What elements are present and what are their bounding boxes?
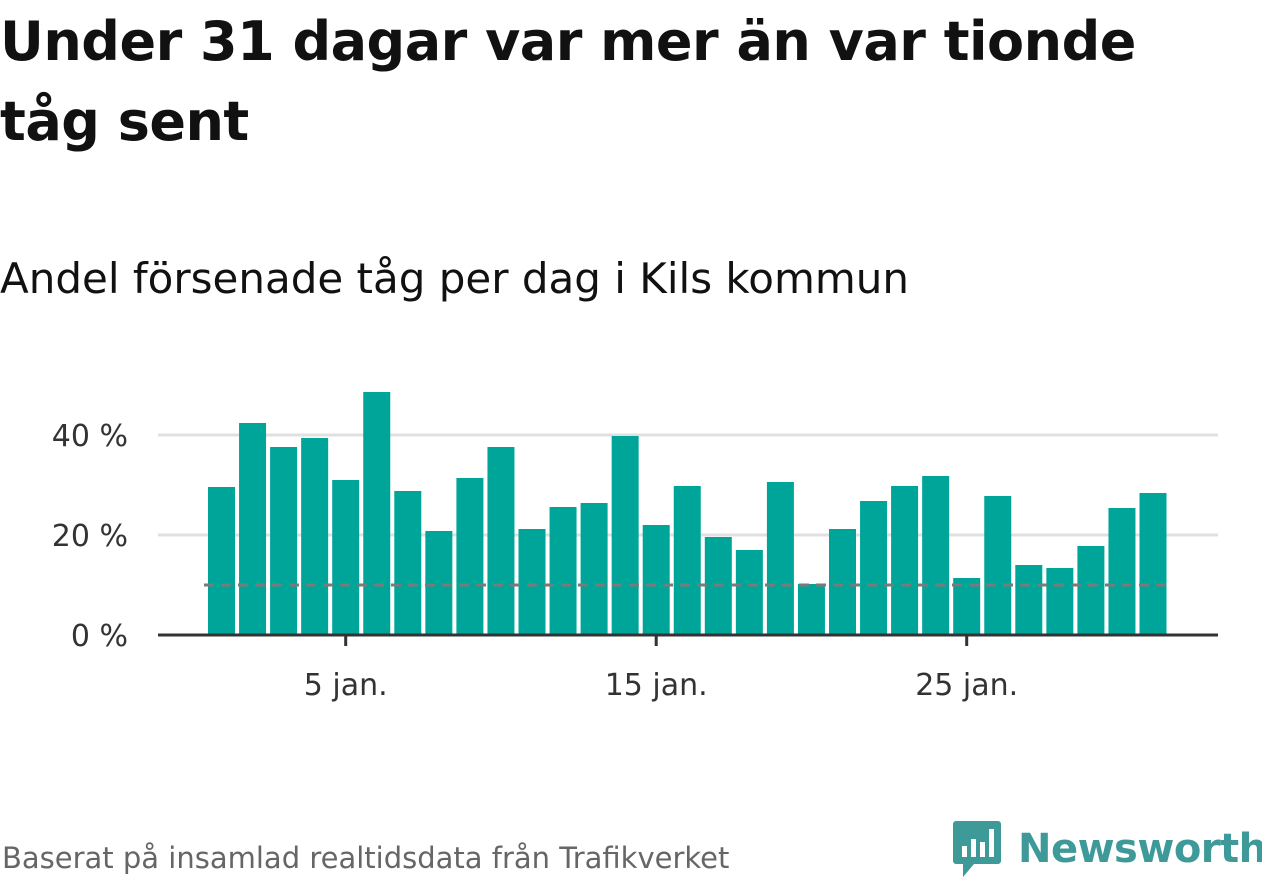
bar bbox=[984, 496, 1012, 635]
bar bbox=[642, 525, 670, 635]
bar bbox=[673, 486, 701, 635]
chart-subtitle: Andel försenade tåg per dag i Kils kommu… bbox=[0, 254, 910, 303]
bar bbox=[239, 423, 267, 635]
bar bbox=[860, 501, 888, 635]
y-tick-label: 40 % bbox=[52, 419, 128, 454]
bar bbox=[1046, 568, 1074, 635]
brand-name: Newsworthy bbox=[1018, 826, 1262, 872]
bar bbox=[363, 392, 391, 635]
bar bbox=[829, 529, 856, 635]
bar bbox=[270, 447, 298, 635]
bar bbox=[1139, 493, 1167, 635]
bar bbox=[549, 507, 577, 635]
x-tick-label: 5 jan. bbox=[304, 668, 388, 703]
bar bbox=[1015, 565, 1043, 635]
bar bbox=[922, 476, 950, 635]
bar bbox=[425, 531, 453, 635]
newsworthy-logo-icon bbox=[953, 821, 1001, 877]
bar bbox=[301, 438, 329, 635]
bar bbox=[208, 487, 235, 635]
bar bbox=[953, 578, 981, 635]
bar bbox=[1077, 546, 1105, 635]
x-tick-label: 15 jan. bbox=[605, 668, 708, 703]
bar bbox=[580, 503, 608, 635]
y-tick-label: 0 % bbox=[71, 619, 128, 654]
bar bbox=[766, 482, 794, 635]
bar bbox=[518, 529, 546, 635]
bar bbox=[487, 447, 515, 635]
bar bbox=[1108, 508, 1136, 635]
x-tick-label: 25 jan. bbox=[915, 668, 1018, 703]
axes: 0 % 20 % 40 % 5 jan. 15 jan. 25 jan. bbox=[52, 419, 1218, 703]
bar bbox=[797, 584, 825, 635]
y-tick-label: 20 % bbox=[52, 519, 128, 554]
bar bbox=[891, 486, 919, 635]
bar bbox=[735, 550, 763, 635]
bars bbox=[208, 392, 1167, 635]
bar bbox=[611, 436, 639, 635]
chart-title: Under 31 dagar var mer än var tionde tåg… bbox=[0, 10, 1136, 153]
bar bbox=[456, 478, 484, 635]
brand-logo: Newsworthy bbox=[952, 818, 1262, 880]
source-note: Baserat på insamlad realtidsdata från Tr… bbox=[2, 841, 730, 875]
bar bbox=[332, 480, 360, 635]
bar bbox=[394, 491, 422, 635]
